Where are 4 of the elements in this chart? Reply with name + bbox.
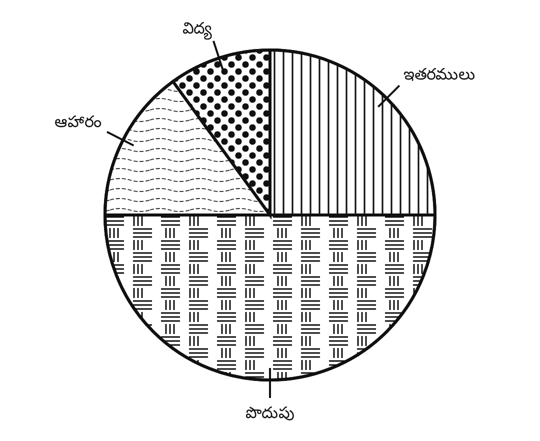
slice-label: విద్య	[182, 18, 213, 40]
slice-label: ఇతరములు	[404, 64, 476, 84]
slice-label: పొదుపు	[246, 403, 294, 422]
slice-label: ఆహారం	[54, 112, 102, 132]
